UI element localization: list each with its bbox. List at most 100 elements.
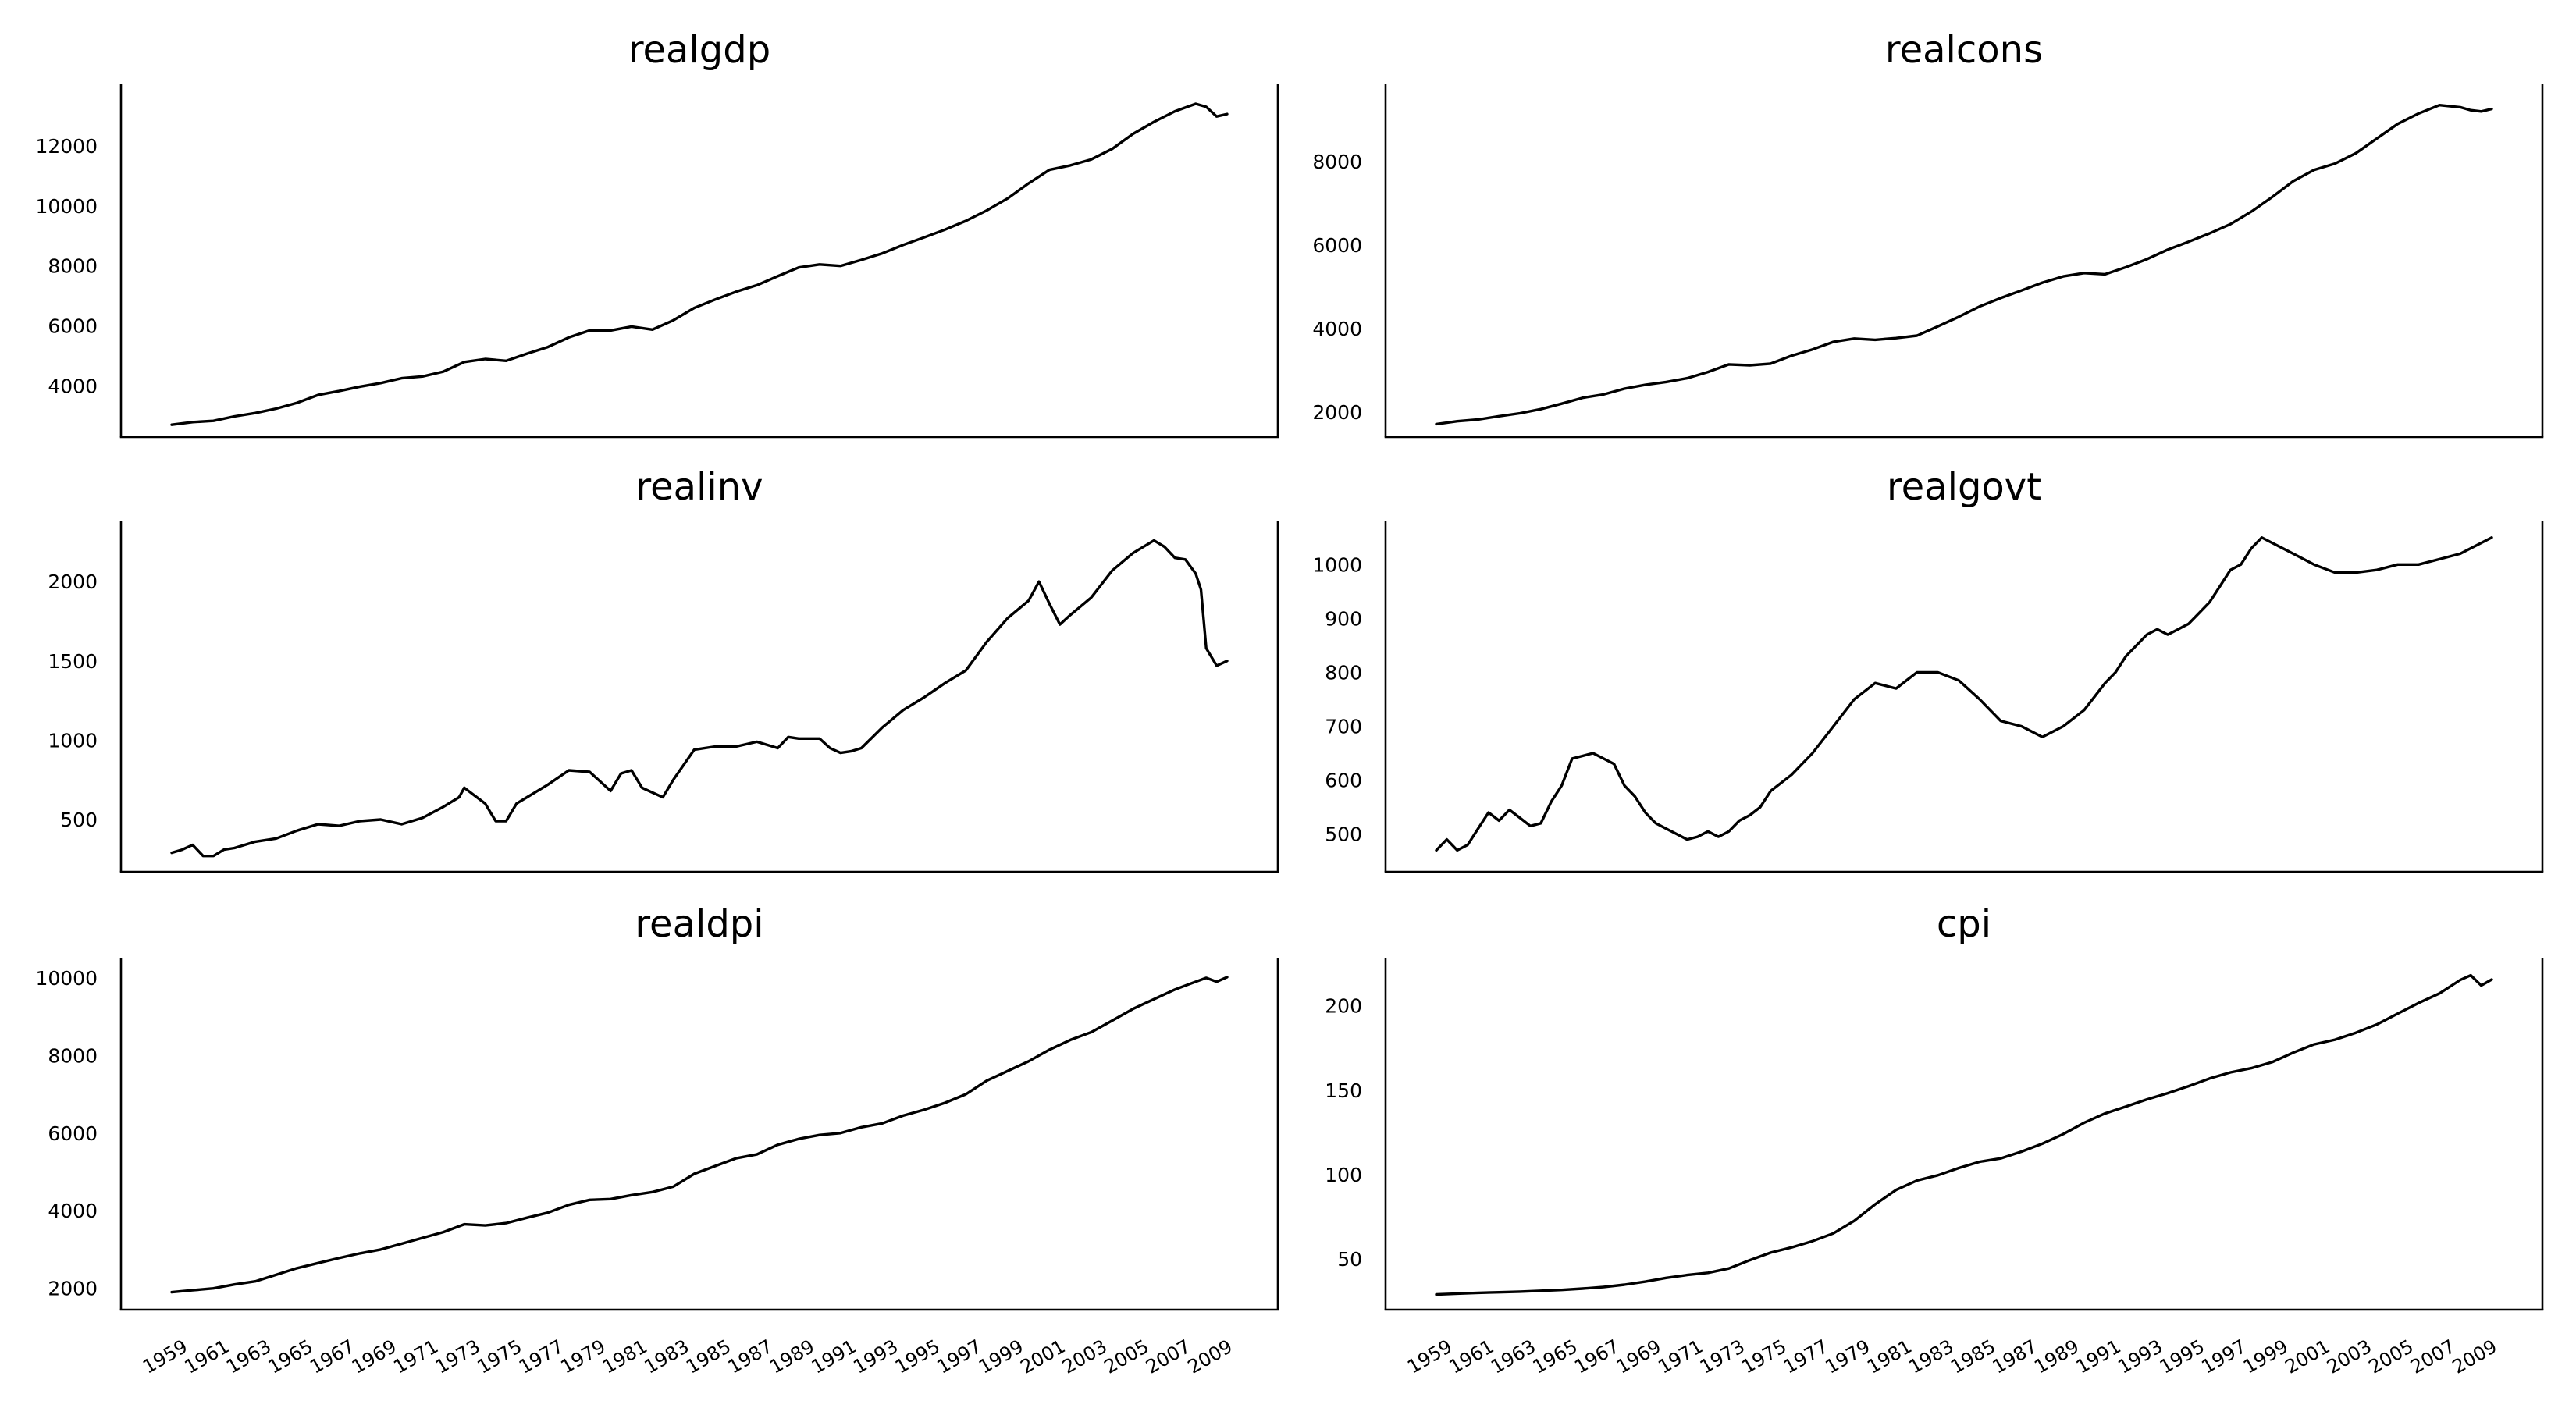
y-tick-label: 800 — [1325, 661, 1362, 684]
series-line-realdpi — [170, 976, 1229, 1294]
x-tick-label: 1971 — [390, 1335, 442, 1378]
x-tick-label: 2001 — [2282, 1335, 2334, 1378]
x-tick-label: 2005 — [1101, 1335, 1153, 1378]
series-line-cpi — [1435, 973, 2493, 1296]
x-tick-label: 1965 — [1529, 1335, 1582, 1378]
y-tick-label: 1500 — [48, 650, 98, 673]
x-tick-label: 1965 — [265, 1335, 317, 1378]
x-tick-label: 1963 — [222, 1335, 275, 1378]
y-tick-label: 4000 — [48, 375, 98, 398]
y-tick-label: 6000 — [1312, 234, 1362, 257]
x-tick-label: 1995 — [891, 1335, 944, 1378]
subplot-realgovt: realgovt 500 600 700 800 900 1000 — [1312, 465, 2544, 873]
y-tick-label: 150 — [1325, 1079, 1362, 1102]
subplot-title: cpi — [1937, 902, 1991, 946]
series-line-realgdp — [170, 102, 1229, 426]
y-tick-label: 8000 — [48, 1044, 98, 1067]
x-tick-label: 1963 — [1487, 1335, 1539, 1378]
y-tick-label: 12000 — [35, 135, 98, 158]
y-tick-label: 1000 — [1312, 553, 1362, 576]
x-tick-label: 1981 — [599, 1335, 651, 1378]
subplot-title: realdpi — [635, 902, 763, 946]
y-tick-label: 10000 — [35, 967, 98, 990]
y-tick-label: 6000 — [48, 315, 98, 338]
x-tick-label: 1987 — [724, 1335, 777, 1378]
x-tick-label: 2005 — [2365, 1335, 2418, 1378]
series-line-realinv — [170, 539, 1229, 858]
x-tick-label: 1967 — [1571, 1335, 1623, 1378]
subplot-realcons: realcons 2000 4000 6000 8000 — [1312, 28, 2544, 439]
y-tick-label: 4000 — [1312, 318, 1362, 340]
x-tick-label: 1979 — [557, 1335, 610, 1378]
y-tick-label: 2000 — [48, 1278, 98, 1300]
subplot-realdpi: realdpi 2000 4000 6000 8000 10000 195919611963… — [35, 902, 1279, 1378]
subplot-cpi: cpi5010015020019591961196319651967196919… — [1325, 902, 2544, 1378]
y-tick-label: 600 — [1325, 770, 1362, 792]
x-tick-label: 1975 — [1738, 1335, 1790, 1378]
y-tick-label: 2000 — [1312, 401, 1362, 424]
x-tick-label: 1991 — [2073, 1335, 2125, 1378]
y-tick-label: 700 — [1325, 715, 1362, 738]
x-tick-label: 1969 — [348, 1335, 400, 1378]
x-tick-label: 1961 — [181, 1335, 233, 1378]
x-tick-label: 1971 — [1654, 1335, 1706, 1378]
x-tick-label: 1973 — [432, 1335, 484, 1378]
x-tick-label: 1967 — [306, 1335, 358, 1378]
x-tick-label: 1983 — [1905, 1335, 1958, 1378]
subplot-title: realgovt — [1887, 465, 2041, 509]
x-tick-label: 1999 — [975, 1335, 1027, 1378]
x-tick-label: 1989 — [2030, 1335, 2083, 1378]
x-tick-label: 1983 — [641, 1335, 693, 1378]
x-tick-label: 2009 — [2449, 1335, 2501, 1378]
y-tick-label: 8000 — [1312, 151, 1362, 173]
y-tick-label: 500 — [1325, 823, 1362, 846]
series-line-realgovt — [1435, 536, 2493, 852]
x-tick-label: 2009 — [1184, 1335, 1236, 1378]
x-tick-label: 1997 — [933, 1335, 985, 1378]
x-tick-label: 1999 — [2240, 1335, 2292, 1378]
x-tick-label: 1977 — [1780, 1335, 1832, 1378]
y-tick-label: 8000 — [48, 255, 98, 278]
y-tick-label: 900 — [1325, 607, 1362, 630]
y-tick-label: 6000 — [48, 1122, 98, 1145]
x-tick-label: 1989 — [766, 1335, 818, 1378]
y-tick-label: 50 — [1337, 1248, 1362, 1271]
y-tick-label: 100 — [1325, 1164, 1362, 1186]
x-tick-label: 1991 — [808, 1335, 860, 1378]
series-line-realcons — [1435, 104, 2493, 426]
subplot-title: realcons — [1885, 28, 2043, 72]
x-tick-label: 2001 — [1017, 1335, 1069, 1378]
subplot-title: realgdp — [628, 28, 770, 72]
x-tick-label: 1973 — [1696, 1335, 1749, 1378]
x-tick-label: 1985 — [682, 1335, 735, 1378]
subplot-title: realinv — [635, 465, 763, 509]
x-tick-label: 1993 — [849, 1335, 902, 1378]
x-tick-label: 1961 — [1446, 1335, 1498, 1378]
y-tick-label: 4000 — [48, 1200, 98, 1222]
x-tick-label: 2003 — [2323, 1335, 2375, 1378]
x-tick-label: 1959 — [1404, 1335, 1456, 1378]
x-tick-label: 1997 — [2197, 1335, 2250, 1378]
x-tick-label: 1993 — [2114, 1335, 2166, 1378]
subplot-realgdp: realgdp 4000 6000 8000 10000 12000 — [35, 28, 1279, 439]
y-tick-label: 200 — [1325, 995, 1362, 1018]
y-tick-label: 2000 — [48, 571, 98, 593]
x-tick-label: 2007 — [2407, 1335, 2459, 1378]
x-tick-label: 1979 — [1822, 1335, 1874, 1378]
x-tick-label: 1969 — [1613, 1335, 1665, 1378]
x-tick-label: 1995 — [2156, 1335, 2208, 1378]
x-tick-label: 1977 — [515, 1335, 568, 1378]
x-tick-label: 1959 — [139, 1335, 191, 1378]
subplot-realinv: realinv 500 1000 1500 2000 — [48, 465, 1279, 873]
x-tick-label: 1985 — [1947, 1335, 1999, 1378]
x-tick-label: 2003 — [1059, 1335, 1111, 1378]
x-tick-label: 1981 — [1863, 1335, 1916, 1378]
x-tick-label: 1975 — [473, 1335, 525, 1378]
y-tick-label: 1000 — [48, 729, 98, 752]
y-tick-label: 10000 — [35, 195, 98, 218]
y-tick-label: 500 — [60, 809, 98, 831]
x-tick-label: 1987 — [1989, 1335, 2041, 1378]
x-tick-label: 2007 — [1142, 1335, 1194, 1378]
